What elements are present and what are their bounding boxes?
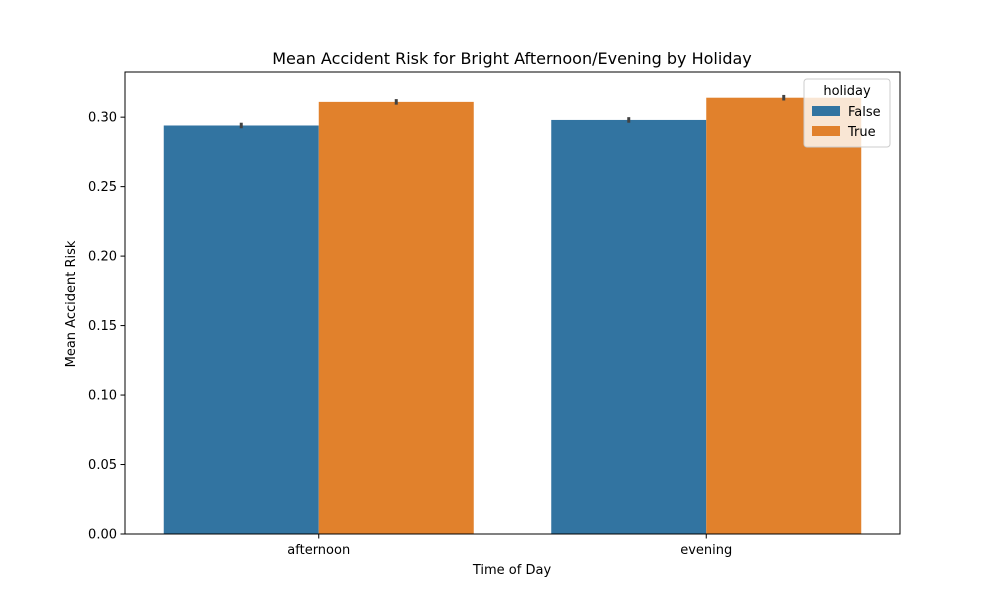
x-tick-label-evening: evening [680,543,732,558]
chart-title: Mean Accident Risk for Bright Afternoon/… [272,49,752,68]
legend-title: holiday [823,84,871,99]
bar-evening-true [706,97,862,534]
bar-afternoon-true [318,101,474,534]
x-axis-label: Time of Day [472,563,552,578]
bar-afternoon-false [163,125,319,534]
y-tick-label: 0.30 [88,111,117,126]
legend-swatch-true [812,126,840,136]
y-axis-label: Mean Accident Risk [64,240,79,367]
y-tick-label: 0.25 [88,180,117,195]
plot-area: afternoon evening 0.00 0.05 0.10 0.15 0.20 0.25… [88,71,901,558]
bar-evening-false [551,119,707,535]
legend-label-true: True [847,125,876,140]
y-tick-label: 0.10 [88,389,117,404]
legend-label-false: False [848,105,881,120]
y-tick-label: 0.20 [88,250,117,265]
x-tick-label-afternoon: afternoon [287,543,350,558]
y-tick-label: 0.00 [88,528,117,543]
plot-frame [124,71,901,535]
legend: holiday False True [803,78,891,148]
y-tick-label: 0.15 [88,319,117,334]
legend-swatch-false [812,106,840,116]
y-tick-label: 0.05 [88,458,117,473]
